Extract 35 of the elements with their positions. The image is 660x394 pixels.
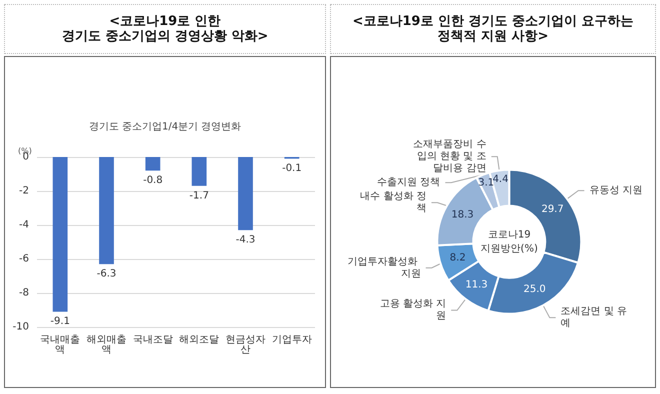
chart-subtitle: 경기도 중소기업1/4분기 경영변화 — [88, 122, 242, 132]
text: 코로나19 지원방안(%) — [480, 229, 538, 254]
slice-label: 소재부품장비 수입의 현황 및 조달비용 감면 — [413, 139, 486, 174]
data-label: -0.8 — [143, 175, 163, 186]
data-label: -0.1 — [282, 163, 302, 174]
slice-label: 내수 활성화 정책 — [360, 191, 426, 214]
x-tick-label: 해외매출액 — [86, 334, 126, 356]
slice-label: 수출지원 정책 — [377, 177, 440, 188]
data-label: 25.0 — [523, 284, 546, 295]
slice-label: 유동성 지원 — [589, 185, 642, 196]
data-label: 8.2 — [450, 252, 466, 264]
y-tick-label: -6 — [19, 254, 29, 264]
data-label: -4.3 — [236, 234, 256, 246]
y-tick-label: -10 — [12, 322, 29, 332]
x-tick-label: 기업투자 — [272, 334, 312, 346]
slice-label: 고용 활성화 지원 — [380, 298, 446, 322]
data-label: -9.1 — [50, 316, 70, 328]
slice-label: 조세감면 및 유예 — [560, 306, 628, 330]
y-tick-label: -4 — [19, 220, 29, 230]
x-tick-label: 현금성자산 — [226, 334, 266, 356]
data-label: 11.3 — [465, 279, 488, 290]
chart-title: <코로나19로 인한 경기도 중소기업이 요구하는 정책적 지원 사항> — [330, 4, 656, 54]
data-label: 3.1 — [478, 178, 494, 189]
data-label: 4.4 — [492, 174, 508, 185]
x-tick-label: 국내조달 — [132, 334, 173, 346]
data-label: 18.3 — [451, 209, 474, 220]
x-tick-label: 해외조달 — [179, 334, 220, 346]
data-label: -6.3 — [96, 268, 116, 280]
data-label: 29.7 — [541, 204, 564, 216]
y-tick-label: -8 — [19, 288, 29, 298]
data-label: -1.7 — [189, 190, 209, 202]
x-tick-label: 국내매출액 — [40, 334, 80, 356]
slice-label: 기업투자활성화 지원 — [348, 256, 421, 280]
chart-title: <코로나19로 인한 경기도 중소기업의 경영상황 악화> — [4, 4, 326, 54]
y-tick-label: -2 — [19, 186, 29, 196]
